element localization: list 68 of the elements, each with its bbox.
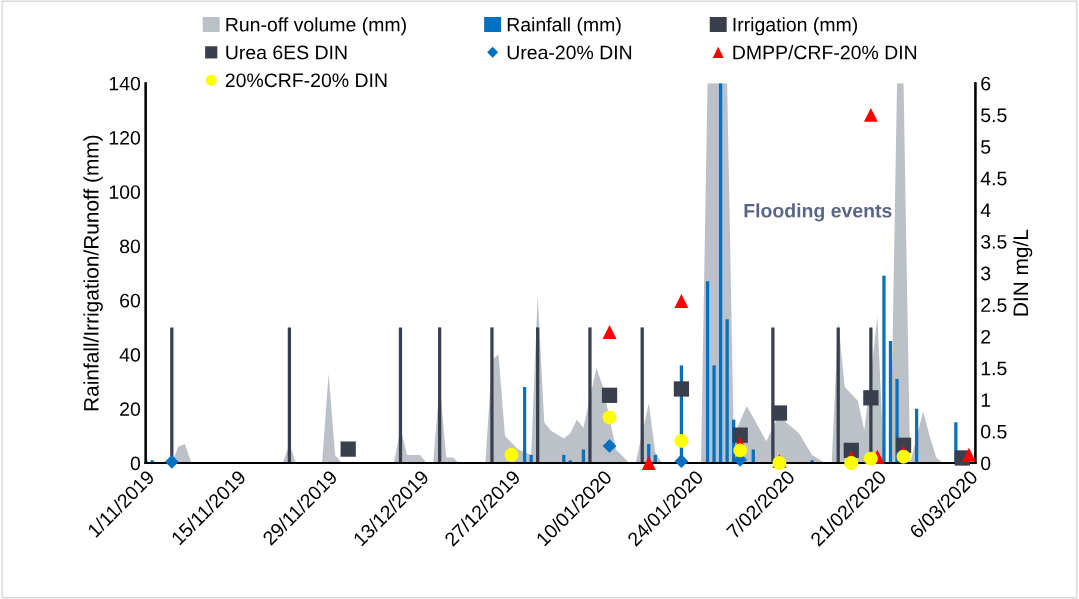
point xyxy=(674,294,689,308)
point xyxy=(732,427,748,443)
y-tick-label: 140 xyxy=(109,76,141,91)
bar xyxy=(490,327,494,464)
legend-label: 20%CRF-20% DIN xyxy=(225,73,387,88)
y2-axis-title: DIN mg/L xyxy=(1012,229,1033,316)
y-tick-label: 20 xyxy=(120,402,141,417)
point xyxy=(164,454,179,469)
y2-tick-label: 3.5 xyxy=(981,234,1007,249)
bar xyxy=(712,365,716,464)
point xyxy=(641,456,656,470)
y2-tick-label: 4.5 xyxy=(980,171,1007,186)
y2-tick-label: 6 xyxy=(981,76,991,91)
point xyxy=(340,441,356,457)
y-tick-label: 100 xyxy=(109,185,141,199)
y2-tick-label: 0.5 xyxy=(981,424,1007,439)
point xyxy=(602,439,617,453)
y2-tick-label: 0 xyxy=(981,456,991,471)
bar xyxy=(522,387,527,464)
legend-label: Rainfall (mm) xyxy=(507,17,621,36)
point xyxy=(673,381,690,397)
legend-label: Urea-20% DIN xyxy=(507,45,632,60)
y2-tick-label: 2.5 xyxy=(981,298,1007,313)
point xyxy=(674,433,689,448)
bar xyxy=(705,281,710,464)
y-tick-label: 120 xyxy=(109,130,141,145)
point xyxy=(601,387,618,403)
bar xyxy=(882,275,886,464)
y-tick-label: 40 xyxy=(119,347,141,362)
legend-label: Urea 6ES DIN xyxy=(226,45,347,60)
y2-tick-label: 1.5 xyxy=(981,361,1007,376)
point xyxy=(771,405,788,421)
bar xyxy=(914,408,919,464)
y2-tick-label: 5 xyxy=(981,140,991,154)
y2-tick-label: 2 xyxy=(981,329,991,344)
point xyxy=(863,390,879,406)
bar xyxy=(588,327,592,464)
point xyxy=(863,107,878,122)
bar xyxy=(718,83,723,464)
y-tick-label: 0 xyxy=(130,456,141,471)
bar xyxy=(398,327,403,464)
bar xyxy=(888,340,893,464)
point xyxy=(733,443,748,458)
bar xyxy=(836,327,840,464)
y2-tick-label: 5.5 xyxy=(981,108,1007,123)
bar xyxy=(536,327,540,464)
legend-label: Run-off volume (mm) xyxy=(226,17,406,36)
y2-tick-label: 4 xyxy=(980,203,991,217)
bar xyxy=(287,327,292,464)
point xyxy=(863,451,878,466)
bar xyxy=(640,327,644,464)
point xyxy=(844,456,859,470)
y2-tick-label: 3 xyxy=(981,266,991,281)
annotation: Flooding events xyxy=(744,203,892,222)
y-axis-title: Rainfall/Irrigation/Runoff (mm) xyxy=(83,135,103,411)
y-tick-label: 60 xyxy=(120,293,141,308)
point xyxy=(602,410,617,425)
bar xyxy=(438,327,442,464)
legend-label: Irrigation (mm) xyxy=(733,17,858,36)
point xyxy=(961,447,976,462)
y2-tick-label: 1 xyxy=(981,393,991,407)
y-tick-label: 80 xyxy=(120,239,141,254)
bar xyxy=(725,319,729,464)
point xyxy=(602,325,617,339)
point xyxy=(674,454,689,468)
legend-label: DMPP/CRF-20% DIN xyxy=(733,45,917,60)
point xyxy=(504,447,519,462)
point xyxy=(896,449,911,464)
